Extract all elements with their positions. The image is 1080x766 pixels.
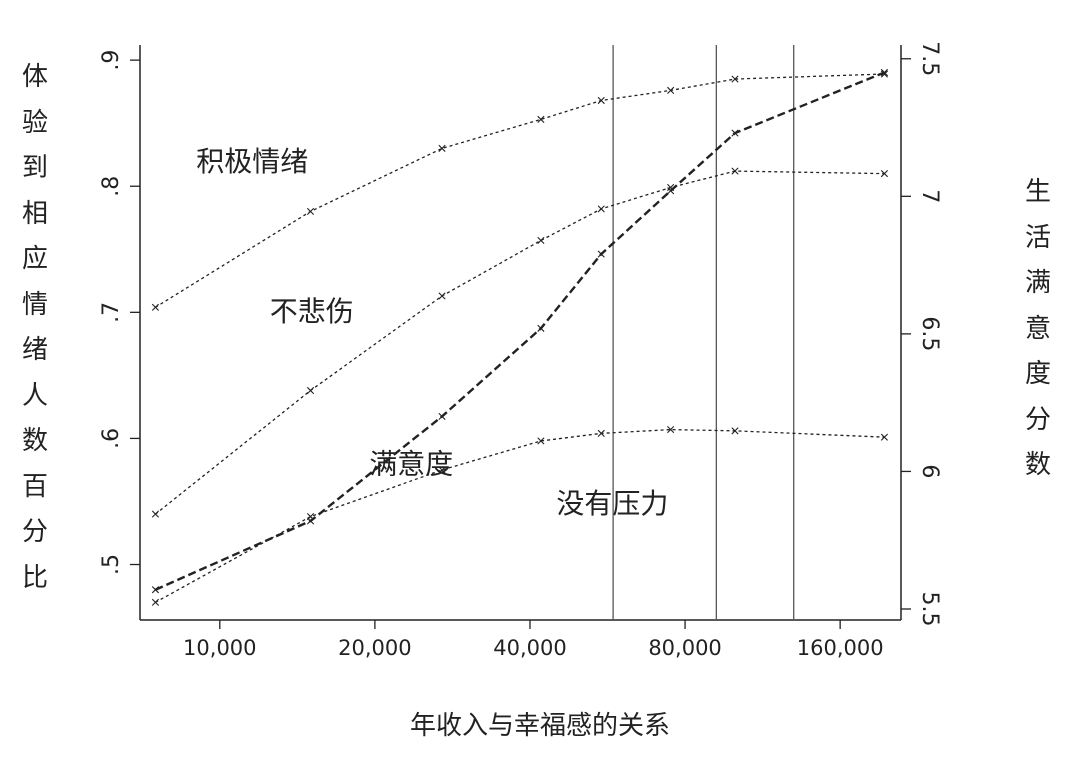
x-tick-label: 40,000 xyxy=(493,636,566,660)
data-point-marker xyxy=(597,96,605,105)
data-point-marker xyxy=(880,433,889,441)
y-left-tick-label: .5 xyxy=(99,554,124,575)
data-point-marker xyxy=(438,144,446,152)
x-tick-label: 20,000 xyxy=(338,636,411,660)
y-right-tick-label: 7 xyxy=(917,189,942,203)
data-point-marker xyxy=(438,466,446,474)
y-right-tick-label: 5.5 xyxy=(917,591,942,626)
data-point-marker xyxy=(731,427,739,435)
series-label: 满意度 xyxy=(369,448,453,481)
data-point-marker xyxy=(667,426,675,434)
y-left-tick-label: .8 xyxy=(99,176,124,197)
right-axis-label: 生活满意度分数 xyxy=(1024,177,1051,480)
data-point-marker xyxy=(731,129,739,137)
y-right-tick-label: 6 xyxy=(917,464,942,478)
data-point-marker xyxy=(537,437,545,445)
chart-caption: 年收入与幸福感的关系 xyxy=(409,711,670,741)
data-point-marker xyxy=(880,170,889,178)
y-right-tick-label: 6.5 xyxy=(917,316,942,351)
series-label: 积极情绪 xyxy=(196,145,308,178)
data-point-marker xyxy=(438,412,446,420)
data-point-marker xyxy=(306,207,315,216)
series-line xyxy=(155,428,885,603)
data-point-marker xyxy=(537,115,545,123)
x-tick-label: 80,000 xyxy=(648,636,721,660)
left-axis-label: 体验到相应情绪人数百分比 xyxy=(21,62,48,593)
y-left-tick-label: .9 xyxy=(99,50,124,71)
data-point-marker xyxy=(151,598,160,606)
data-point-marker xyxy=(597,429,605,437)
series-line xyxy=(154,71,885,591)
data-point-marker xyxy=(880,70,889,78)
data-point-marker xyxy=(537,236,545,245)
data-point-marker xyxy=(537,324,545,332)
data-point-marker xyxy=(151,510,160,518)
data-point-marker xyxy=(151,303,160,311)
data-point-marker xyxy=(667,187,675,195)
data-point-marker xyxy=(731,167,739,175)
data-point-marker xyxy=(306,386,315,395)
data-point-marker xyxy=(880,68,889,77)
data-point-marker xyxy=(438,292,446,300)
y-right-tick-label: 7.5 xyxy=(917,41,942,76)
series-label: 不悲伤 xyxy=(270,295,354,328)
data-point-marker xyxy=(597,250,605,258)
data-point-marker xyxy=(306,517,315,525)
y-left-tick-label: .6 xyxy=(99,428,124,449)
x-tick-label: 160,000 xyxy=(797,636,884,660)
series-line xyxy=(155,170,885,515)
data-point-marker xyxy=(151,586,160,594)
series-label: 没有压力 xyxy=(556,487,668,520)
x-tick-label: 10,000 xyxy=(183,636,256,660)
data-point-marker xyxy=(597,205,605,213)
y-left-tick-label: .7 xyxy=(99,302,124,323)
data-point-marker xyxy=(731,75,739,83)
series-line xyxy=(155,73,885,308)
data-point-marker xyxy=(667,86,675,94)
